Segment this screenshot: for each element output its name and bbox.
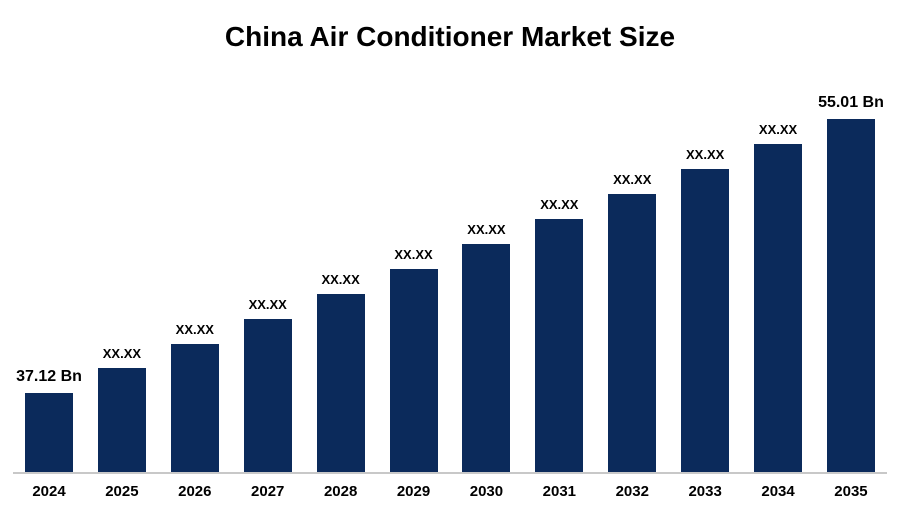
bar [243, 319, 292, 472]
bar-value-label: XX.XX [686, 147, 725, 162]
bar-group-2027: XX.XX [243, 297, 292, 472]
bar-group-2029: XX.XX [389, 247, 438, 472]
x-tick: 2031 [542, 483, 577, 500]
bars-container: 37.12 Bn XX.XX XX.XX XX.XX XX.XX XX.XX [16, 72, 884, 472]
chart-title: China Air Conditioner Market Size [224, 21, 676, 52]
bar-value-label: XX.XX [248, 297, 287, 312]
bar-group-2025: XX.XX [97, 346, 146, 472]
x-tick: 2027 [251, 483, 285, 500]
bar-group-2033: XX.XX [681, 147, 730, 472]
bar [316, 294, 365, 472]
bar [826, 119, 875, 472]
bar-chart: China Air Conditioner Market Size 37.12 … [0, 20, 900, 525]
bar [754, 144, 803, 472]
bar-group-2031: XX.XX [535, 197, 584, 472]
bar-value-label: XX.XX [321, 272, 360, 287]
plot-area: 37.12 Bn XX.XX XX.XX XX.XX XX.XX XX.XX [13, 72, 887, 500]
x-tick: 2034 [761, 483, 795, 500]
x-tick: 2024 [32, 483, 66, 500]
x-tick: 2028 [323, 483, 358, 500]
x-axis-ticks: 2024 2025 2026 2027 2028 2029 2030 2031 … [25, 483, 875, 500]
bar-value-label: XX.XX [467, 222, 506, 237]
bar [608, 194, 657, 472]
bar-value-label: XX.XX [175, 322, 214, 337]
bar-group-2035: 55.01 Bn [818, 94, 884, 472]
x-tick: 2033 [688, 483, 722, 500]
bar-value-label: XX.XX [540, 197, 579, 212]
bar-value-label: 37.12 Bn [16, 368, 82, 385]
bar-value-label: 55.01 Bn [818, 94, 884, 111]
bar-group-2032: XX.XX [608, 172, 657, 472]
x-tick: 2035 [834, 483, 868, 500]
x-axis-line [13, 472, 887, 474]
bar-value-label: XX.XX [394, 247, 433, 262]
x-tick: 2026 [178, 483, 212, 500]
x-tick: 2025 [105, 483, 139, 500]
bar [25, 393, 73, 472]
bar [389, 269, 438, 472]
bar-value-label: XX.XX [102, 346, 142, 361]
x-tick: 2032 [615, 483, 649, 500]
bar-value-label: XX.XX [613, 172, 652, 187]
bar-group-2030: XX.XX [462, 222, 511, 472]
x-tick: 2029 [396, 483, 431, 500]
bar [462, 244, 511, 472]
bar-group-2026: XX.XX [170, 322, 219, 472]
bar [535, 219, 584, 472]
bar-value-label: XX.XX [758, 122, 798, 137]
x-tick: 2030 [469, 483, 504, 500]
bar-group-2024: 37.12 Bn [16, 368, 82, 472]
bar [170, 344, 219, 472]
bar-group-2028: XX.XX [316, 272, 365, 472]
bar-group-2034: XX.XX [754, 122, 803, 472]
bar [681, 169, 730, 472]
bar [97, 368, 146, 472]
